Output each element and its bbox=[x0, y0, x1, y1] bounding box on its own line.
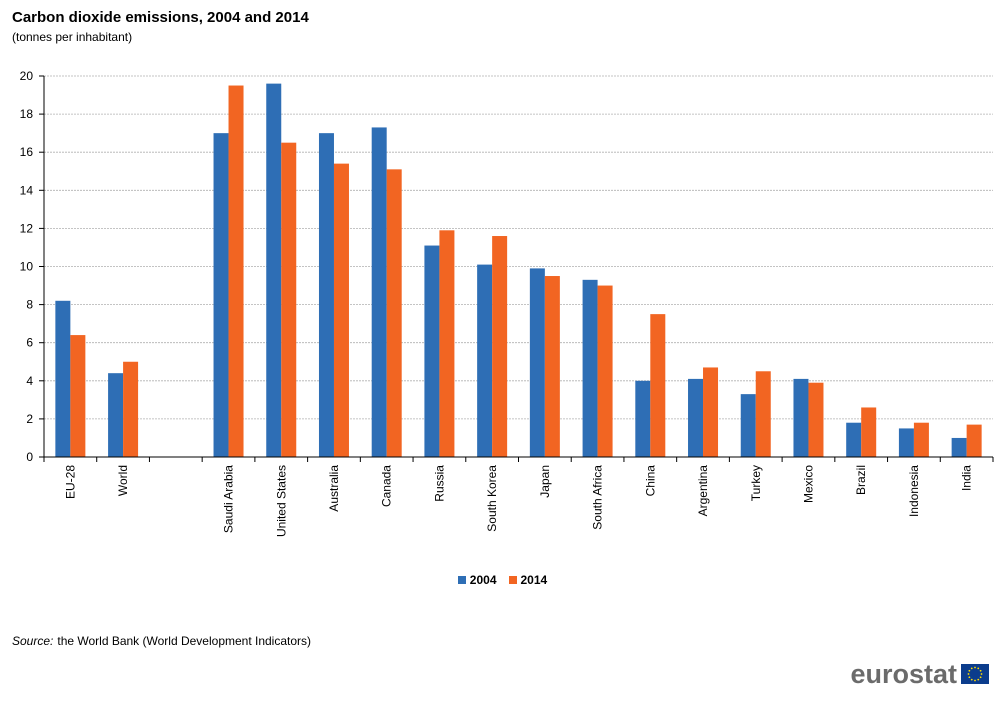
bar-2014-indonesia bbox=[913, 422, 929, 457]
bar-2014-india bbox=[966, 424, 982, 457]
x-tick-label: Brazil bbox=[854, 465, 868, 495]
bar-2014-japan bbox=[544, 276, 560, 457]
bar-2004-japan bbox=[529, 268, 545, 457]
logo-text: eurostat bbox=[850, 659, 957, 689]
bar-2004-australia bbox=[318, 133, 334, 457]
bar-2004-argentina bbox=[688, 378, 704, 457]
grid-lines bbox=[44, 75, 993, 420]
y-tick-label: 12 bbox=[20, 221, 34, 235]
source-note: Source: the World Bank (World Development… bbox=[12, 634, 311, 648]
y-tick-label: 4 bbox=[26, 374, 33, 388]
bar-2014-australia bbox=[333, 163, 349, 457]
y-tick-label: 20 bbox=[20, 69, 34, 83]
bar-2004-saudi-arabia bbox=[213, 133, 229, 457]
x-tick-label: Saudi Arabia bbox=[222, 465, 236, 533]
x-tick-label: Japan bbox=[538, 465, 552, 498]
x-tick-label: Russia bbox=[432, 465, 446, 502]
chart-subtitle: (tonnes per inhabitant) bbox=[12, 30, 133, 44]
y-tick-label: 8 bbox=[26, 298, 33, 312]
bar-2014-brazil bbox=[861, 407, 877, 457]
legend-item-2014: 2014 bbox=[508, 573, 548, 587]
bar-2004-china bbox=[635, 380, 651, 457]
bar-2004-south-korea bbox=[477, 264, 493, 457]
y-tick-label: 6 bbox=[26, 336, 33, 350]
x-tick-label: Turkey bbox=[749, 465, 763, 501]
bar-2014-saudi-arabia bbox=[228, 85, 244, 458]
x-tick-label: United States bbox=[274, 465, 288, 537]
tick-labels: 0 2 4 6 8 10 12 14 16 18 20 EU-28 World Saudi Arabia U… bbox=[20, 69, 974, 537]
bar-2014-china bbox=[650, 314, 666, 457]
bar-2004-russia bbox=[424, 245, 440, 457]
legend-item-2004: 2004 bbox=[457, 573, 497, 587]
bar-2004-eu-28 bbox=[55, 300, 71, 457]
bar-2004-canada bbox=[371, 127, 387, 457]
legend-swatch bbox=[508, 576, 517, 584]
x-tick-label: Mexico bbox=[801, 465, 815, 503]
y-tick-label: 2 bbox=[26, 412, 33, 426]
bar-2004-brazil bbox=[846, 422, 862, 457]
bar-2014-south-korea bbox=[492, 236, 508, 457]
bar-2014-south-africa bbox=[597, 285, 613, 457]
bar-2004-indonesia bbox=[898, 428, 914, 457]
x-tick-label: China bbox=[643, 465, 657, 497]
source-label: Source: bbox=[12, 634, 54, 648]
bar-2014-eu-28 bbox=[70, 335, 86, 457]
x-tick-label: South Korea bbox=[485, 465, 499, 532]
legend: 2004 2014 bbox=[0, 573, 1005, 587]
bar-2014-world bbox=[123, 361, 139, 457]
x-tick-label: Argentina bbox=[696, 465, 710, 517]
bar-2014-argentina bbox=[703, 367, 719, 457]
y-tick-label: 14 bbox=[20, 183, 34, 197]
bar-2004-world bbox=[108, 373, 124, 457]
x-tick-label: Australia bbox=[327, 465, 341, 512]
x-tick-label: India bbox=[960, 465, 974, 491]
legend-swatch bbox=[457, 576, 466, 584]
bar-2014-mexico bbox=[808, 382, 824, 457]
axes bbox=[39, 75, 994, 462]
bar-2004-turkey bbox=[740, 394, 756, 457]
x-tick-label: South Africa bbox=[591, 465, 605, 530]
y-tick-label: 18 bbox=[20, 107, 34, 121]
y-tick-label: 0 bbox=[26, 450, 33, 464]
bars bbox=[55, 83, 982, 458]
legend-label: 2014 bbox=[520, 573, 548, 587]
source-text: the World Bank (World Development Indica… bbox=[57, 634, 312, 648]
bar-2014-united-states bbox=[281, 142, 297, 458]
x-tick-label: EU-28 bbox=[63, 465, 77, 499]
bar-2004-united-states bbox=[266, 83, 282, 458]
bar-2004-south-africa bbox=[582, 279, 598, 457]
legend-label: 2004 bbox=[469, 573, 497, 587]
x-tick-label: World bbox=[116, 465, 130, 496]
bar-2014-russia bbox=[439, 230, 455, 457]
bar-2004-mexico bbox=[793, 378, 809, 457]
eurostat-logo: eurostat bbox=[850, 660, 989, 688]
x-tick-label: Canada bbox=[380, 465, 394, 507]
chart-title: Carbon dioxide emissions, 2004 and 2014 bbox=[12, 9, 309, 26]
bar-2014-turkey bbox=[755, 371, 771, 457]
bar-2004-india bbox=[951, 437, 967, 457]
y-tick-label: 10 bbox=[20, 260, 34, 274]
bar-2014-canada bbox=[386, 169, 402, 457]
y-tick-label: 16 bbox=[20, 145, 34, 159]
eu-flag-icon bbox=[961, 664, 989, 684]
x-tick-label: Indonesia bbox=[907, 465, 921, 517]
